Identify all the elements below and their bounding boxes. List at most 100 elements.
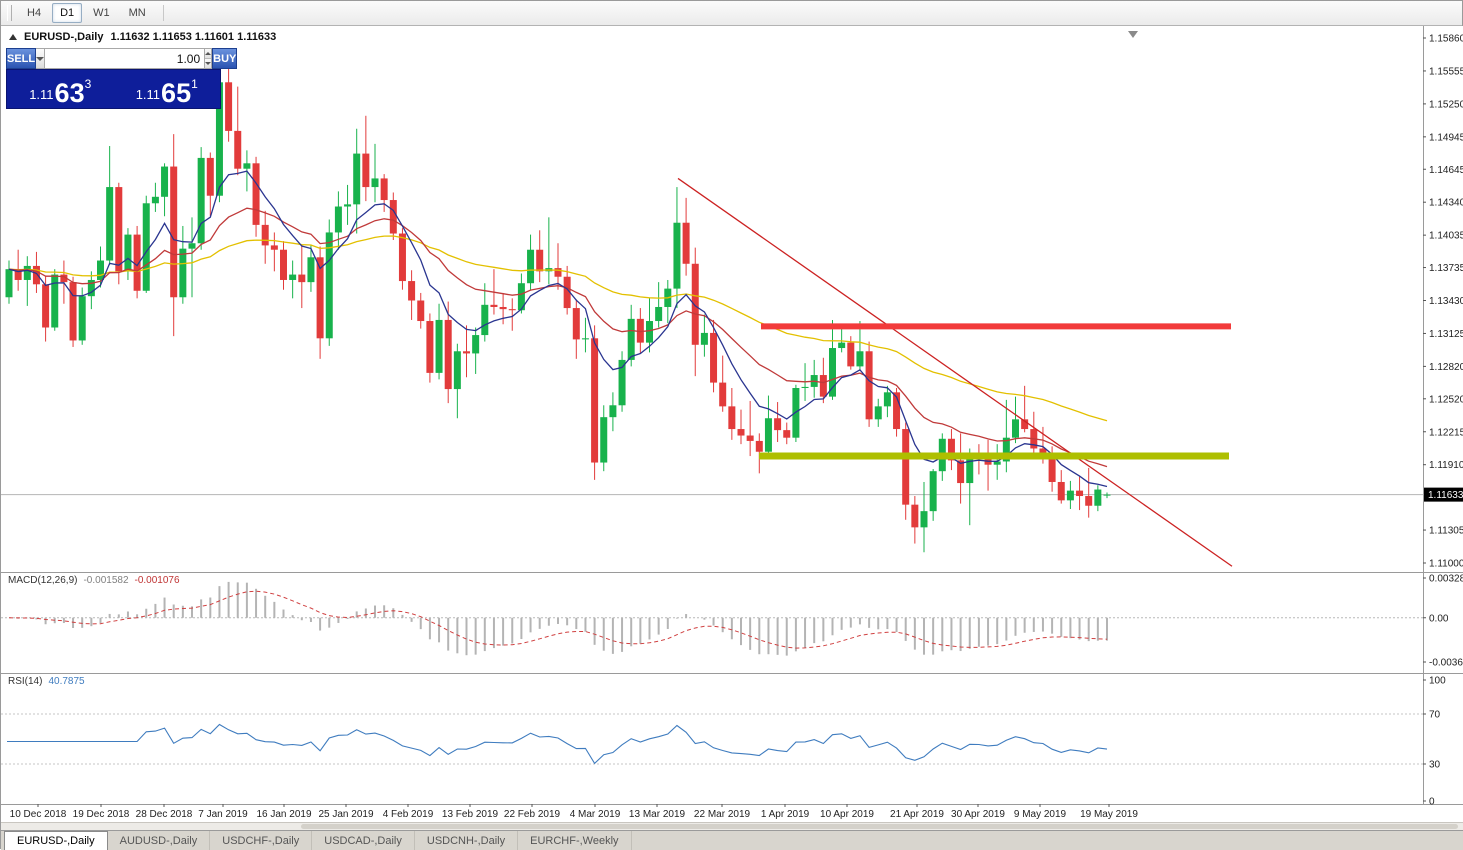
candle [673, 187, 681, 309]
candle [920, 481, 928, 553]
buy-price[interactable]: 1.11 65 1 [114, 70, 221, 108]
svg-text:1.12520: 1.12520 [1429, 394, 1463, 405]
volume-increase-button[interactable] [205, 49, 212, 59]
svg-text:1.11633: 1.11633 [1428, 490, 1463, 501]
price-axis-labels[interactable]: 1.15860 1.15555 1.15250 1.14945 1.14645 1.143… [1423, 34, 1463, 570]
candle [810, 359, 818, 398]
candle [234, 86, 242, 176]
toolbar-grip[interactable] [7, 5, 12, 21]
ma-21-line [8, 207, 1108, 468]
ma-55-line [8, 235, 1108, 422]
svg-text:9 May 2019: 9 May 2019 [1014, 809, 1067, 820]
volume-field-wrap [45, 48, 205, 69]
timeframe-mn[interactable]: MN [128, 7, 146, 19]
candle [646, 298, 653, 353]
candle [408, 270, 416, 320]
svg-text:22 Feb 2019: 22 Feb 2019 [504, 809, 561, 820]
candle [664, 279, 672, 324]
svg-text:1 Apr 2019: 1 Apr 2019 [761, 809, 810, 820]
candle [838, 325, 846, 353]
h-scrollbar[interactable] [1, 822, 1463, 830]
candle [426, 313, 434, 383]
candle [636, 308, 644, 354]
candle [353, 128, 361, 234]
candle [124, 228, 132, 280]
timeframe-h4[interactable]: H4 [27, 7, 42, 19]
svg-text:13 Feb 2019: 13 Feb 2019 [442, 809, 499, 820]
tab-eurchf-weekly[interactable]: EURCHF-,Weekly [518, 831, 632, 850]
svg-text:1.11000: 1.11000 [1429, 559, 1463, 570]
svg-text:28 Dec 2018: 28 Dec 2018 [136, 809, 193, 820]
rsi-indicator-label: RSI(14) 40.7875 [8, 676, 85, 687]
candle [728, 388, 736, 440]
timeframe-d1[interactable]: D1 [52, 3, 83, 23]
svg-text:10 Dec 2018: 10 Dec 2018 [10, 809, 67, 820]
buy-button[interactable]: BUY [212, 48, 238, 69]
macd-signal-line [8, 590, 1108, 649]
h-scrollbar-thumb[interactable] [301, 824, 1458, 829]
candle [1057, 470, 1065, 504]
candles-layer [5, 53, 1111, 553]
volume-decrease-button[interactable] [205, 59, 212, 68]
collapse-panel-icon[interactable] [9, 34, 17, 40]
svg-text:1.15860: 1.15860 [1429, 34, 1463, 45]
candle [710, 319, 718, 393]
chart-symbol-label: EURUSD-,Daily [24, 31, 104, 43]
chart-shift-icon[interactable] [1128, 31, 1138, 38]
macd-axis-labels[interactable]: 0.003287 0.00 -0.003659 [1423, 574, 1463, 669]
sell-button[interactable]: SELL [6, 48, 37, 69]
timeframe-toolbar: H4 D1 W1 MN [1, 1, 1462, 26]
candle [1066, 480, 1074, 509]
volume-dropdown-button[interactable] [36, 48, 46, 69]
candle [746, 400, 754, 457]
candle [508, 298, 516, 331]
descending-trendline[interactable] [677, 177, 1233, 567]
candle [1076, 476, 1084, 511]
macd-indicator-label: MACD(12,26,9) -0.001582 -0.001076 [8, 575, 180, 586]
rsi-axis-labels[interactable]: 100 70 30 0 [1423, 676, 1446, 808]
tab-usdcad-daily[interactable]: USDCAD-,Daily [312, 831, 415, 850]
svg-text:0.003287: 0.003287 [1429, 574, 1463, 585]
candle [417, 292, 425, 329]
buy-price-pip: 1 [191, 77, 198, 91]
svg-text:1.13125: 1.13125 [1429, 329, 1463, 340]
svg-text:1.12215: 1.12215 [1429, 427, 1463, 438]
sell-price-prefix: 1.11 [29, 87, 54, 102]
chevron-down-icon [205, 62, 212, 65]
tab-audusd-daily[interactable]: AUDUSD-,Daily [108, 831, 211, 850]
candle [902, 422, 910, 520]
date-axis-labels[interactable]: 10 Dec 2018 19 Dec 2018 28 Dec 2018 7 Jan 2… [10, 804, 1139, 820]
candle [1002, 399, 1010, 473]
candle [463, 325, 470, 378]
svg-text:100: 100 [1429, 676, 1446, 687]
candle [581, 317, 589, 353]
tab-usdcnh-daily[interactable]: USDCNH-,Daily [415, 831, 519, 850]
tab-eurusd-daily[interactable]: EURUSD-,Daily [4, 831, 108, 850]
macd-histogram [17, 581, 1108, 656]
svg-text:22 Mar 2019: 22 Mar 2019 [694, 809, 751, 820]
sell-price[interactable]: 1.11 63 3 [7, 70, 114, 108]
candle [764, 395, 772, 454]
tab-usdchf-daily[interactable]: USDCHF-,Daily [210, 831, 313, 850]
candle [554, 243, 562, 290]
svg-text:30: 30 [1429, 760, 1441, 771]
candle [252, 156, 260, 237]
candle [499, 292, 507, 325]
trade-prices-row: 1.11 63 3 1.11 65 1 [6, 69, 221, 109]
candle [298, 244, 306, 309]
candle [389, 192, 397, 241]
chart-canvas[interactable]: 1.15860 1.15555 1.15250 1.14945 1.14645 1.143… [1, 26, 1463, 822]
rsi-line [7, 723, 1108, 765]
candle [774, 402, 782, 443]
candle [874, 398, 882, 427]
chart-ohlc-values: 1.11632 1.11653 1.11601 1.11633 [110, 31, 277, 43]
svg-text:7 Jan 2019: 7 Jan 2019 [198, 809, 248, 820]
trade-controls-row: SELL BUY [6, 48, 238, 69]
candle [453, 343, 461, 419]
candle [819, 357, 827, 404]
volume-input[interactable] [45, 49, 205, 68]
timeframe-w1[interactable]: W1 [93, 7, 110, 19]
candle [206, 152, 214, 217]
candle [957, 433, 965, 504]
